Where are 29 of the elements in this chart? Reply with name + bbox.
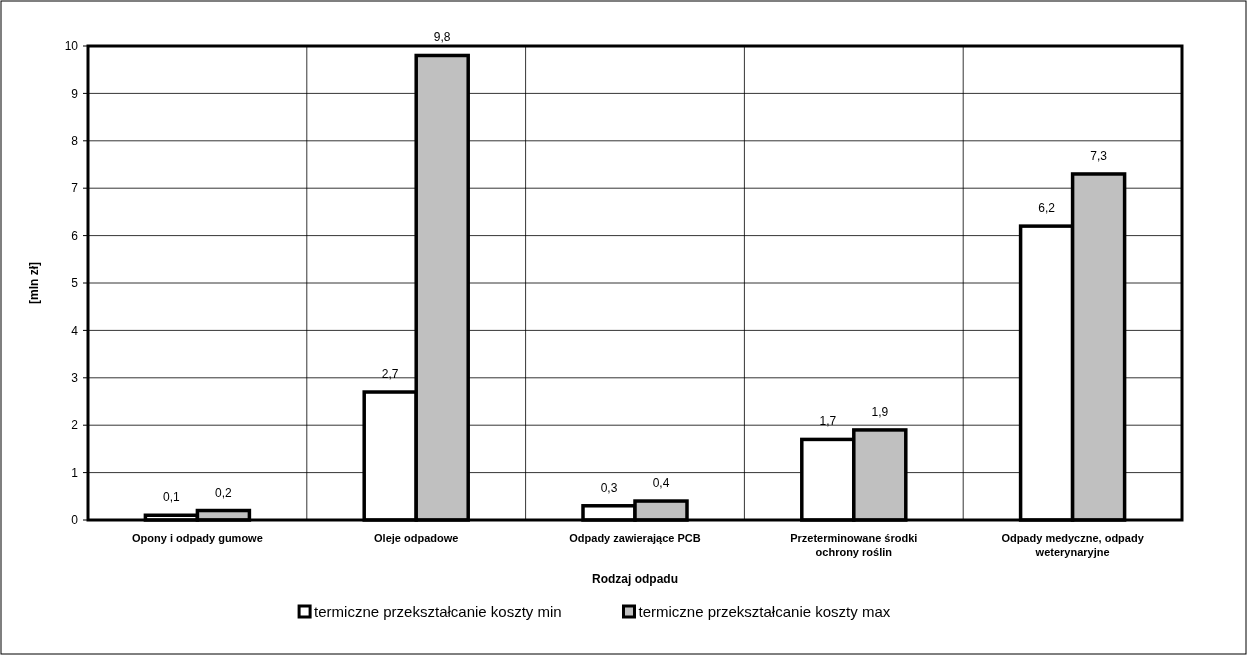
x-tick-label: Opony i odpady gumowe: [132, 532, 263, 544]
legend-label: termiczne przekształcanie koszty max: [638, 603, 891, 621]
x-tick-label: Przeterminowane środki ochrony roślin: [790, 532, 918, 558]
data-label: 0,4: [652, 476, 670, 491]
data-label: 0,1: [163, 490, 181, 505]
y-tick-label: 3: [71, 371, 79, 385]
x-tick-label: Odpady medyczne, odpady weterynaryjne: [1001, 532, 1145, 558]
y-tick-label: 7: [71, 181, 79, 196]
y-axis-title: [mln zł]: [27, 262, 41, 304]
x-axis-title: Rodzaj odpadu: [592, 572, 678, 586]
x-tick-label: Oleje odpadowe: [374, 532, 459, 544]
data-label: 0,2: [215, 485, 233, 500]
y-tick-label: 9: [71, 86, 79, 101]
legend-label: termiczne przekształcanie koszty min: [314, 603, 562, 621]
y-tick-label: 10: [64, 39, 79, 54]
y-tick-label: 6: [71, 228, 79, 243]
y-tick-label: 0: [71, 513, 79, 528]
y-tick-label: 5: [71, 276, 79, 291]
data-label: 7,3: [1090, 148, 1108, 163]
y-tick-label: 2: [71, 418, 79, 433]
data-label: 1,7: [819, 414, 837, 429]
data-label: 9,8: [433, 30, 451, 45]
y-tick-label: 4: [71, 323, 79, 338]
data-label: 1,9: [871, 404, 889, 419]
data-label: 6,2: [1038, 201, 1056, 216]
y-tick-label: 8: [71, 134, 79, 148]
data-label: 0,3: [600, 480, 618, 495]
x-tick-label: Odpady zawierające PCB: [569, 532, 701, 544]
y-tick-label: 1: [71, 465, 79, 480]
